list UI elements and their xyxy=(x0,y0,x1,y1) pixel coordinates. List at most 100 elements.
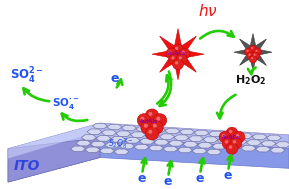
Polygon shape xyxy=(8,138,289,182)
Circle shape xyxy=(225,140,228,144)
Polygon shape xyxy=(197,143,212,148)
Polygon shape xyxy=(179,129,194,135)
Circle shape xyxy=(233,131,245,143)
Polygon shape xyxy=(168,141,184,146)
Polygon shape xyxy=(212,144,227,149)
Circle shape xyxy=(255,50,258,52)
Circle shape xyxy=(245,48,252,56)
Polygon shape xyxy=(92,123,108,129)
Polygon shape xyxy=(227,145,242,150)
Circle shape xyxy=(249,54,251,56)
Circle shape xyxy=(226,127,238,139)
Polygon shape xyxy=(188,136,203,141)
Polygon shape xyxy=(207,149,221,155)
Polygon shape xyxy=(238,133,253,139)
Polygon shape xyxy=(101,130,116,136)
Polygon shape xyxy=(99,148,114,153)
Circle shape xyxy=(150,121,163,134)
Polygon shape xyxy=(255,146,271,152)
Circle shape xyxy=(153,124,157,128)
Text: AuNCs: AuNCs xyxy=(221,135,239,140)
Polygon shape xyxy=(192,148,207,154)
Circle shape xyxy=(253,54,256,56)
Polygon shape xyxy=(223,132,238,138)
Circle shape xyxy=(233,140,236,144)
Polygon shape xyxy=(238,37,268,67)
Circle shape xyxy=(144,124,148,128)
Polygon shape xyxy=(8,138,100,182)
Text: $S_2O_8^{2-}$: $S_2O_8^{2-}$ xyxy=(108,136,134,151)
Text: $\mathbf{e}$: $\mathbf{e}$ xyxy=(110,72,120,85)
Circle shape xyxy=(179,48,190,59)
Circle shape xyxy=(249,45,257,53)
Circle shape xyxy=(179,56,182,60)
Circle shape xyxy=(229,130,232,133)
Polygon shape xyxy=(152,29,204,80)
Polygon shape xyxy=(76,140,91,146)
Polygon shape xyxy=(208,131,223,137)
Text: $h\nu$: $h\nu$ xyxy=(198,3,218,19)
Circle shape xyxy=(254,48,261,56)
Polygon shape xyxy=(160,134,175,139)
Text: $\mathbf{e}$: $\mathbf{e}$ xyxy=(223,169,233,182)
Circle shape xyxy=(168,51,172,54)
Circle shape xyxy=(222,134,225,137)
Polygon shape xyxy=(194,130,209,136)
Circle shape xyxy=(219,131,231,143)
Circle shape xyxy=(247,50,249,52)
Circle shape xyxy=(251,47,253,49)
Polygon shape xyxy=(8,123,289,162)
Polygon shape xyxy=(275,142,289,147)
Circle shape xyxy=(176,54,187,65)
Polygon shape xyxy=(134,144,149,150)
Polygon shape xyxy=(270,147,285,153)
Polygon shape xyxy=(234,33,272,71)
Text: $\mathbf{e}$: $\mathbf{e}$ xyxy=(137,172,147,185)
Circle shape xyxy=(148,112,152,116)
Circle shape xyxy=(173,59,184,70)
Polygon shape xyxy=(183,142,198,147)
Polygon shape xyxy=(119,143,134,149)
Polygon shape xyxy=(252,134,267,139)
Circle shape xyxy=(181,51,185,54)
Polygon shape xyxy=(261,141,276,146)
Text: ITO: ITO xyxy=(14,159,40,173)
Polygon shape xyxy=(85,147,100,153)
Circle shape xyxy=(175,47,178,50)
Polygon shape xyxy=(71,146,86,152)
Polygon shape xyxy=(140,139,155,144)
Circle shape xyxy=(229,145,232,149)
Polygon shape xyxy=(116,131,131,136)
Circle shape xyxy=(153,114,167,127)
Polygon shape xyxy=(266,135,281,141)
Polygon shape xyxy=(151,127,166,133)
Polygon shape xyxy=(203,137,218,142)
Polygon shape xyxy=(110,137,125,142)
Circle shape xyxy=(140,117,144,121)
Polygon shape xyxy=(121,125,136,131)
Polygon shape xyxy=(232,139,247,144)
Polygon shape xyxy=(105,142,120,148)
Circle shape xyxy=(252,52,259,60)
Polygon shape xyxy=(81,135,97,140)
Polygon shape xyxy=(87,129,102,134)
Text: AuNCs: AuNCs xyxy=(140,119,158,124)
Polygon shape xyxy=(154,140,169,145)
Text: $\mathbf{e}$: $\mathbf{e}$ xyxy=(195,172,205,185)
Polygon shape xyxy=(163,146,178,152)
Circle shape xyxy=(175,61,178,64)
Polygon shape xyxy=(96,136,111,141)
Circle shape xyxy=(251,57,253,59)
Text: $\mathbf{SO_4^{\bullet-}}$: $\mathbf{SO_4^{\bullet-}}$ xyxy=(52,96,80,111)
Polygon shape xyxy=(114,149,129,155)
Polygon shape xyxy=(149,145,164,151)
Polygon shape xyxy=(8,123,100,159)
Circle shape xyxy=(222,138,234,149)
Polygon shape xyxy=(125,138,140,143)
Circle shape xyxy=(156,117,160,121)
Circle shape xyxy=(137,114,151,127)
Polygon shape xyxy=(136,126,151,132)
Circle shape xyxy=(249,55,257,63)
Polygon shape xyxy=(145,133,160,138)
Polygon shape xyxy=(174,135,189,140)
